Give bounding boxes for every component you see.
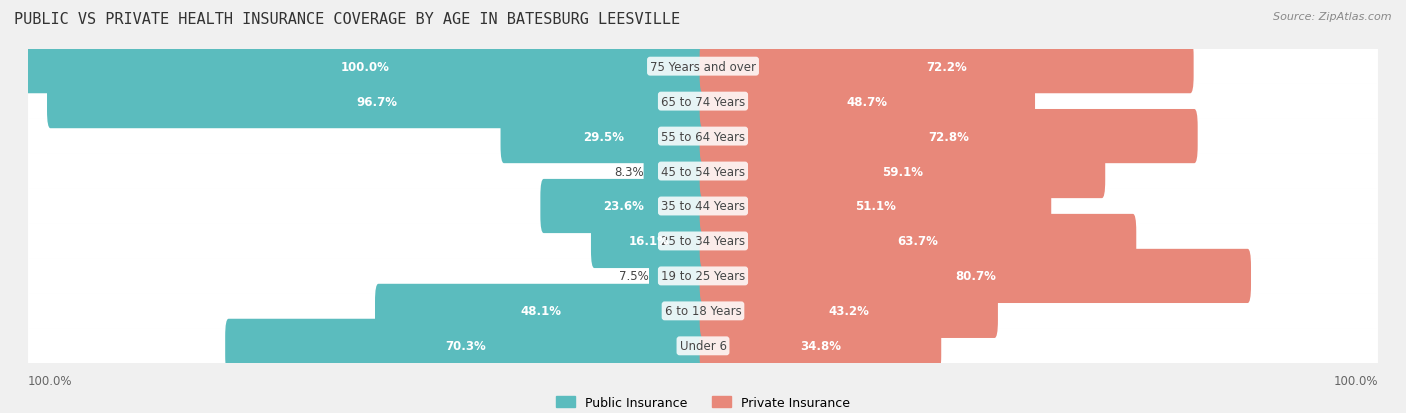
Text: 6 to 18 Years: 6 to 18 Years [665,305,741,318]
FancyBboxPatch shape [700,180,1052,233]
FancyBboxPatch shape [28,293,1378,329]
FancyBboxPatch shape [25,40,706,94]
FancyBboxPatch shape [28,189,1378,224]
Text: 51.1%: 51.1% [855,200,896,213]
Legend: Public Insurance, Private Insurance: Public Insurance, Private Insurance [551,391,855,413]
Text: 8.3%: 8.3% [614,165,644,178]
FancyBboxPatch shape [28,49,1378,85]
Text: 6 to 18 Years: 6 to 18 Years [665,305,741,318]
Text: 80.7%: 80.7% [955,270,995,283]
Text: 48.1%: 48.1% [520,305,561,318]
FancyBboxPatch shape [644,145,706,199]
Text: 25 to 34 Years: 25 to 34 Years [661,235,745,248]
FancyBboxPatch shape [46,75,706,129]
Text: 100.0%: 100.0% [1333,374,1378,387]
FancyBboxPatch shape [700,110,1198,164]
Text: Source: ZipAtlas.com: Source: ZipAtlas.com [1274,12,1392,22]
Text: 100.0%: 100.0% [342,61,389,74]
FancyBboxPatch shape [28,154,1378,190]
Text: 19 to 25 Years: 19 to 25 Years [661,270,745,283]
FancyBboxPatch shape [501,110,706,164]
Text: 45 to 54 Years: 45 to 54 Years [661,165,745,178]
Text: 65 to 74 Years: 65 to 74 Years [661,95,745,108]
Text: 35 to 44 Years: 35 to 44 Years [661,200,745,213]
FancyBboxPatch shape [650,249,706,303]
FancyBboxPatch shape [540,180,706,233]
FancyBboxPatch shape [700,249,1251,303]
FancyBboxPatch shape [700,319,941,373]
Text: 43.2%: 43.2% [828,305,869,318]
Text: 63.7%: 63.7% [897,235,938,248]
FancyBboxPatch shape [700,40,1194,94]
Text: PUBLIC VS PRIVATE HEALTH INSURANCE COVERAGE BY AGE IN BATESBURG LEESVILLE: PUBLIC VS PRIVATE HEALTH INSURANCE COVER… [14,12,681,27]
Text: 72.2%: 72.2% [927,61,967,74]
Text: 100.0%: 100.0% [28,374,73,387]
FancyBboxPatch shape [225,319,706,373]
Text: 72.8%: 72.8% [928,130,969,143]
FancyBboxPatch shape [700,75,1035,129]
Text: 25 to 34 Years: 25 to 34 Years [661,235,745,248]
Text: 19 to 25 Years: 19 to 25 Years [661,270,745,283]
Text: 45 to 54 Years: 45 to 54 Years [661,165,745,178]
FancyBboxPatch shape [28,119,1378,154]
Text: 7.5%: 7.5% [619,270,650,283]
Text: 23.6%: 23.6% [603,200,644,213]
Text: 70.3%: 70.3% [446,339,486,352]
Text: 48.7%: 48.7% [846,95,887,108]
FancyBboxPatch shape [28,328,1378,364]
Text: Under 6: Under 6 [679,339,727,352]
FancyBboxPatch shape [700,145,1105,199]
Text: 29.5%: 29.5% [583,130,624,143]
FancyBboxPatch shape [28,259,1378,294]
FancyBboxPatch shape [28,84,1378,120]
FancyBboxPatch shape [28,223,1378,259]
Text: 55 to 64 Years: 55 to 64 Years [661,130,745,143]
Text: 35 to 44 Years: 35 to 44 Years [661,200,745,213]
Text: Under 6: Under 6 [679,339,727,352]
FancyBboxPatch shape [700,284,998,338]
Text: 75 Years and over: 75 Years and over [650,61,756,74]
Text: 75 Years and over: 75 Years and over [650,61,756,74]
Text: 34.8%: 34.8% [800,339,841,352]
Text: 16.1%: 16.1% [628,235,669,248]
Text: 65 to 74 Years: 65 to 74 Years [661,95,745,108]
Text: 59.1%: 59.1% [882,165,922,178]
FancyBboxPatch shape [700,214,1136,268]
FancyBboxPatch shape [375,284,706,338]
FancyBboxPatch shape [591,214,706,268]
Text: 96.7%: 96.7% [356,95,398,108]
Text: 55 to 64 Years: 55 to 64 Years [661,130,745,143]
